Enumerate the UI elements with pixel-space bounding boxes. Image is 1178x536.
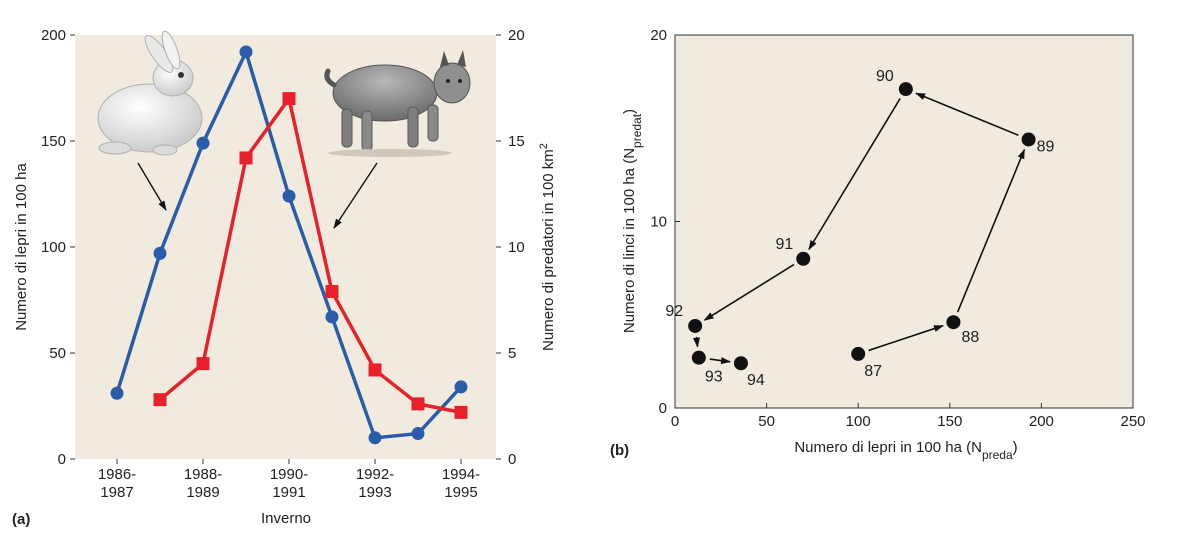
x-tick-label-b: 50 bbox=[758, 413, 775, 430]
y-right-tick-label: 20 bbox=[508, 27, 525, 44]
trajectory-arrow bbox=[808, 98, 901, 251]
lynx-pointer-arrow bbox=[333, 162, 378, 229]
linci-series-line bbox=[158, 96, 462, 415]
trajectory-arrow bbox=[709, 357, 732, 365]
year-point-label: 93 bbox=[705, 369, 723, 386]
linci-point bbox=[325, 285, 339, 299]
x-tick-label: 1989 bbox=[186, 484, 219, 501]
x-axis-label: Inverno bbox=[261, 510, 311, 527]
x-tick-label-b: 0 bbox=[671, 413, 679, 430]
x-tick-label-b: 150 bbox=[937, 413, 962, 430]
linci-point bbox=[411, 397, 425, 411]
year-point-label: 87 bbox=[864, 363, 882, 380]
trajectory-arrow bbox=[703, 263, 795, 321]
x-tick-label: 1990- bbox=[270, 466, 308, 483]
year-point bbox=[688, 318, 703, 333]
trajectory-arrow bbox=[915, 92, 1019, 137]
x-tick-label: 1988- bbox=[184, 466, 222, 483]
x-axis-label-b: Numero di lepri in 100 ha (Npreda) bbox=[794, 439, 1017, 462]
year-point bbox=[898, 82, 913, 97]
year-point-label: 89 bbox=[1037, 138, 1055, 155]
lepri-point bbox=[454, 380, 468, 394]
y-right-tick-label: 10 bbox=[508, 239, 525, 256]
year-point bbox=[691, 350, 706, 365]
y-tick-label-b: 10 bbox=[650, 214, 667, 231]
year-point bbox=[946, 315, 961, 330]
panel-a: Numero di lepri in 100 ha Numero di pred… bbox=[12, 30, 557, 528]
y-left-label: Numero di lepri in 100 ha bbox=[13, 163, 30, 331]
y-tick-label-b: 0 bbox=[659, 400, 667, 417]
y-left-tick-label: 0 bbox=[58, 451, 66, 468]
x-tick-label-b: 250 bbox=[1120, 413, 1145, 430]
lepri-point bbox=[325, 310, 339, 324]
lepri-point bbox=[153, 246, 167, 260]
linci-point bbox=[454, 405, 468, 419]
x-tick-label: 1986- bbox=[98, 466, 136, 483]
year-point bbox=[851, 346, 866, 361]
y-left-tick-label: 50 bbox=[49, 345, 66, 362]
lepri-point bbox=[368, 431, 382, 445]
x-tick-label: 1995 bbox=[444, 484, 477, 501]
linci-point bbox=[196, 357, 210, 371]
lepri-point bbox=[239, 45, 253, 59]
linci-point bbox=[282, 92, 296, 106]
year-point-label: 88 bbox=[961, 329, 979, 346]
year-point bbox=[733, 356, 748, 371]
x-tick-label-b: 100 bbox=[846, 413, 871, 430]
x-tick-label: 1987 bbox=[100, 484, 133, 501]
y-left-tick-label: 200 bbox=[41, 27, 66, 44]
x-tick-label: 1991 bbox=[272, 484, 305, 501]
trajectory-arrow bbox=[956, 148, 1026, 313]
panel-b: 87 88 89 90 91 92 93 94 Numero di lepri in 100 … bbox=[610, 34, 1134, 462]
linci-point bbox=[239, 151, 253, 165]
lepri-point bbox=[282, 189, 296, 203]
linci-point bbox=[153, 393, 167, 407]
year-point-label: 91 bbox=[775, 236, 793, 253]
panel-label-b: (b) bbox=[610, 442, 629, 459]
x-tick-label-b: 200 bbox=[1029, 413, 1054, 430]
panel-label-a: (a) bbox=[12, 511, 30, 528]
year-point-label: 90 bbox=[876, 68, 894, 85]
trajectory-arrow bbox=[693, 336, 700, 348]
year-point-label: 94 bbox=[747, 372, 765, 389]
trajectory-arrow bbox=[868, 324, 944, 352]
y-right-label: Numero di predatori in 100 km2 bbox=[538, 143, 557, 351]
x-tick-label: 1992- bbox=[356, 466, 394, 483]
lepri-point bbox=[110, 386, 124, 400]
plot-b-background bbox=[674, 34, 1134, 409]
x-tick-label: 1993 bbox=[358, 484, 391, 501]
year-point bbox=[796, 251, 811, 266]
hare-pointer-arrow bbox=[137, 162, 167, 211]
y-left-tick-label: 150 bbox=[41, 133, 66, 150]
x-tick-label: 1994- bbox=[442, 466, 480, 483]
lepri-point bbox=[411, 427, 425, 441]
lynx-icon bbox=[324, 50, 471, 157]
lepri-point bbox=[196, 136, 210, 150]
year-point bbox=[1021, 132, 1036, 147]
y-tick-label-b: 20 bbox=[650, 27, 667, 44]
y-right-tick-label: 5 bbox=[508, 345, 516, 362]
y-right-tick-label: 0 bbox=[508, 451, 516, 468]
y-right-tick-label: 15 bbox=[508, 133, 525, 150]
hare-icon bbox=[97, 30, 203, 156]
y-axis-label-b: Numero di linci in 100 ha (Npredat) bbox=[621, 109, 644, 333]
y-left-tick-label: 100 bbox=[41, 239, 66, 256]
linci-point bbox=[368, 363, 382, 377]
year-point-label: 92 bbox=[665, 303, 683, 320]
